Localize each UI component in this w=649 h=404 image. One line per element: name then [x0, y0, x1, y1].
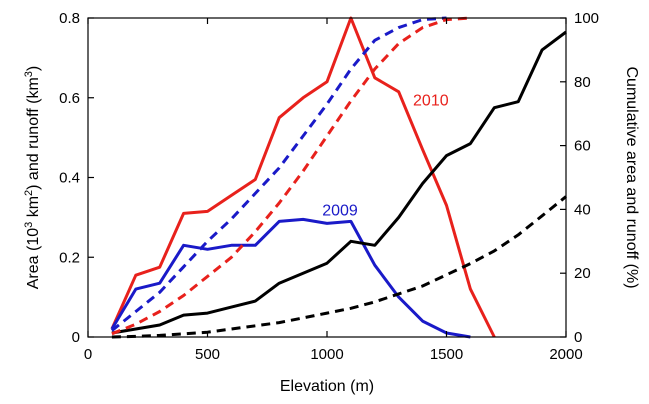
series-red-dashed [111, 16, 471, 336]
y-left-label-part: 2 [23, 190, 35, 196]
plot-frame [87, 17, 567, 338]
series-blue-dashed [110, 16, 447, 332]
series-blue-solid [110, 217, 471, 339]
series-black-dashed [111, 195, 567, 339]
y-right-tick-label: 0 [574, 329, 582, 346]
y-left-tick-label: 0 [72, 329, 80, 346]
y-left-label-part: ) [25, 66, 42, 71]
y-right-tick-label: 40 [574, 201, 591, 218]
x-tick-label: 1000 [310, 346, 343, 363]
ticks-layer: 0 500 1000 1500 200000.20.40.60.802040608010… [59, 10, 599, 363]
y-left-label-part: ) and runoff (km [25, 77, 42, 190]
y-right-tick-label: 60 [574, 138, 591, 155]
annotation-2010: 2010 [413, 93, 449, 110]
y-axis-left-label: Area (103 km2) and runoff (km3) [23, 66, 42, 290]
series-red-solid [110, 16, 496, 338]
y-left-tick-label: 0.4 [59, 170, 80, 187]
y-left-label-part: Area (10 [25, 228, 42, 289]
y-left-label-part: 3 [23, 71, 35, 77]
series-layer [110, 16, 567, 339]
x-axis-label: Elevation (m) [280, 378, 374, 395]
x-tick-label: 1500 [430, 346, 463, 363]
annotation-layer: 2010 2009 [322, 93, 449, 220]
x-tick-label: 2000 [549, 346, 582, 363]
y-left-label-part: 3 [23, 222, 35, 228]
y-right-tick-label: 20 [574, 265, 591, 282]
y-left-tick-label: 0.8 [59, 10, 80, 27]
series-black-solid [111, 30, 567, 335]
y-right-tick-label: 100 [574, 10, 599, 27]
y-right-tick-label: 80 [574, 74, 591, 91]
x-tick-label: 0 [84, 346, 92, 363]
y-axis-right-label: Cumulative area and runoff (%) [623, 66, 640, 288]
annotation-2009: 2009 [322, 202, 358, 219]
y-left-tick-label: 0.6 [59, 90, 80, 107]
x-tick-label: 500 [195, 346, 220, 363]
y-left-label-part: km [25, 196, 42, 222]
y-left-tick-label: 0.2 [59, 249, 80, 266]
